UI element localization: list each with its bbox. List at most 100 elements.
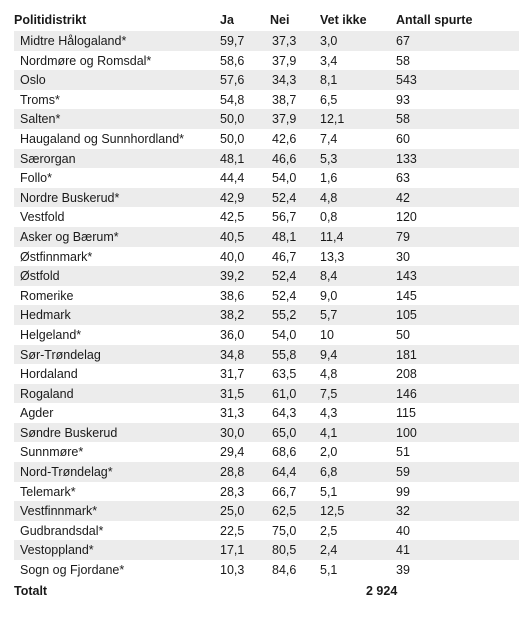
cell-nei: 84,6 [272, 563, 297, 578]
cell-antall-spurte: 208 [396, 367, 417, 382]
total-label: Totalt [14, 583, 48, 598]
table-row: Oslo 57,6 34,3 8,1 543 [14, 70, 519, 90]
cell-antall-spurte: 40 [396, 523, 410, 538]
table-row: Østfinnmark* 40,0 46,7 13,3 30 [14, 247, 519, 267]
cell-district: Gudbrandsdal* [20, 523, 104, 538]
cell-district: Vestfinnmark* [20, 504, 98, 519]
header-nei: Nei [270, 13, 290, 27]
cell-antall-spurte: 100 [396, 425, 417, 440]
cell-vet-ikke: 1,6 [320, 171, 338, 186]
cell-antall-spurte: 146 [396, 386, 417, 401]
cell-nei: 46,7 [272, 249, 297, 264]
table-row: Nord-Trøndelag* 28,8 64,4 6,8 59 [14, 462, 519, 482]
cell-nei: 52,4 [272, 269, 297, 284]
cell-ja: 29,4 [220, 445, 245, 460]
cell-nei: 37,9 [272, 53, 297, 68]
cell-nei: 80,5 [272, 543, 297, 558]
cell-district: Telemark* [20, 484, 76, 499]
header-ja: Ja [220, 13, 234, 27]
cell-ja: 28,3 [220, 484, 245, 499]
table-row: Telemark* 28,3 66,7 5,1 99 [14, 482, 519, 502]
cell-vet-ikke: 3,4 [320, 53, 338, 68]
cell-nei: 48,1 [272, 229, 297, 244]
cell-nei: 52,4 [272, 190, 297, 205]
cell-antall-spurte: 543 [396, 73, 417, 88]
cell-district: Follo* [20, 171, 52, 186]
cell-vet-ikke: 5,1 [320, 563, 338, 578]
table-row: Vestfold 42,5 56,7 0,8 120 [14, 207, 519, 227]
cell-district: Nordre Buskerud* [20, 190, 120, 205]
table-body: Midtre Hålogaland* 59,7 37,3 3,0 67 Nordmøre … [14, 31, 519, 580]
cell-ja: 57,6 [220, 73, 245, 88]
total-row: Totalt 2 924 [14, 580, 519, 602]
district-table: Politidistrikt Ja Nei Vet ikke Antall sp… [14, 9, 519, 602]
table-row: Rogaland 31,5 61,0 7,5 146 [14, 383, 519, 404]
header-vet-ikke: Vet ikke [320, 13, 367, 27]
cell-district: Særorgan [20, 151, 76, 166]
table-row: Søndre Buskerud 30,0 65,0 4,1 100 [14, 422, 519, 443]
cell-antall-spurte: 93 [396, 92, 410, 107]
table-row: Salten* 50,0 37,9 12,1 58 [14, 109, 519, 129]
cell-vet-ikke: 2,5 [320, 523, 338, 538]
cell-antall-spurte: 181 [396, 347, 417, 362]
cell-vet-ikke: 12,1 [320, 112, 345, 127]
table-header: Politidistrikt Ja Nei Vet ikke Antall sp… [14, 9, 519, 31]
cell-nei: 46,6 [272, 151, 297, 166]
table-row: Hordaland 31,7 63,5 4,8 208 [14, 364, 519, 384]
cell-district: Hordaland [20, 367, 78, 382]
cell-vet-ikke: 0,8 [320, 210, 338, 225]
cell-antall-spurte: 60 [396, 131, 410, 146]
cell-nei: 64,4 [272, 465, 297, 480]
cell-vet-ikke: 8,1 [320, 73, 338, 88]
table-row: Vestfinnmark* 25,0 62,5 12,5 32 [14, 501, 519, 521]
cell-vet-ikke: 5,7 [320, 308, 338, 323]
cell-nei: 55,2 [272, 308, 297, 323]
cell-ja: 38,2 [220, 308, 245, 323]
cell-ja: 28,8 [220, 465, 245, 480]
cell-nei: 54,0 [272, 171, 297, 186]
cell-vet-ikke: 9,0 [320, 288, 338, 303]
cell-ja: 31,3 [220, 406, 245, 421]
cell-ja: 31,5 [220, 386, 245, 401]
table-row: Agder 31,3 64,3 4,3 115 [14, 403, 519, 423]
table-row: Særorgan 48,1 46,6 5,3 133 [14, 148, 519, 169]
cell-nei: 65,0 [272, 425, 297, 440]
cell-antall-spurte: 30 [396, 249, 410, 264]
cell-district: Oslo [20, 73, 46, 88]
cell-ja: 10,3 [220, 563, 245, 578]
cell-ja: 58,6 [220, 53, 245, 68]
cell-nei: 64,3 [272, 406, 297, 421]
cell-nei: 63,5 [272, 367, 297, 382]
cell-ja: 17,1 [220, 543, 245, 558]
cell-ja: 22,5 [220, 523, 245, 538]
cell-vet-ikke: 7,5 [320, 386, 338, 401]
cell-antall-spurte: 41 [396, 543, 410, 558]
cell-ja: 39,2 [220, 269, 245, 284]
cell-vet-ikke: 2,4 [320, 543, 338, 558]
cell-district: Salten* [20, 112, 61, 127]
table-row: Follo* 44,4 54,0 1,6 63 [14, 168, 519, 188]
cell-vet-ikke: 6,5 [320, 92, 338, 107]
table-row: Gudbrandsdal* 22,5 75,0 2,5 40 [14, 521, 519, 541]
table-row: Troms* 54,8 38,7 6,5 93 [14, 90, 519, 110]
cell-ja: 31,7 [220, 367, 245, 382]
cell-antall-spurte: 58 [396, 112, 410, 127]
cell-ja: 50,0 [220, 131, 245, 146]
cell-nei: 62,5 [272, 504, 297, 519]
cell-district: Østfinnmark* [20, 249, 93, 264]
cell-vet-ikke: 4,8 [320, 367, 338, 382]
cell-nei: 54,0 [272, 327, 297, 342]
cell-ja: 40,0 [220, 249, 245, 264]
table-row: Sogn og Fjordane* 10,3 84,6 5,1 39 [14, 560, 519, 580]
table-row: Haugaland og Sunnhordland* 50,0 42,6 7,4 60 [14, 129, 519, 149]
cell-ja: 59,7 [220, 34, 245, 48]
cell-vet-ikke: 12,5 [320, 504, 345, 519]
cell-district: Haugaland og Sunnhordland* [20, 131, 185, 146]
table-row: Hedmark 38,2 55,2 5,7 105 [14, 305, 519, 325]
cell-ja: 40,5 [220, 229, 245, 244]
table-row: Helgeland* 36,0 54,0 10 50 [14, 325, 519, 345]
table-row: Sør-Trøndelag 34,8 55,8 9,4 181 [14, 344, 519, 365]
cell-vet-ikke: 5,1 [320, 484, 338, 499]
cell-ja: 42,5 [220, 210, 245, 225]
header-antall-spurte: Antall spurte [396, 13, 473, 27]
